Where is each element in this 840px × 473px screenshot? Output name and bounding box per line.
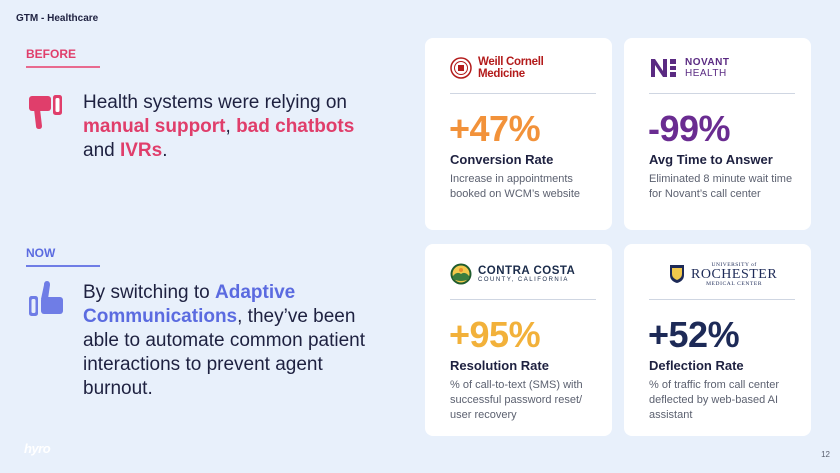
now-tag: NOW (26, 246, 100, 267)
thumbs-up-icon (29, 281, 63, 316)
stat-value: +47% (449, 108, 541, 149)
divider (649, 93, 795, 94)
now-text-post: , they’ve been able to automate common p… (83, 306, 366, 399)
metric-label: Resolution Rate (450, 358, 549, 373)
brand-logo: hyro (24, 441, 51, 456)
page-number: 12 (821, 450, 830, 459)
stat-value: +95% (449, 314, 541, 355)
novant-logo-line2: HEALTH (685, 68, 727, 79)
metric-description: % of traffic from call center deflected … (649, 379, 780, 421)
divider (450, 299, 596, 300)
stat-value: -99% (648, 108, 731, 149)
thumbs-down-icon (29, 95, 62, 129)
weill-cornell-logo: Weill Cornell Medicine (450, 52, 596, 84)
rochester-crest-icon (670, 265, 684, 283)
before-text-pre: Health systems were relying on (83, 92, 347, 113)
metric-description: Increase in appointments booked on WCM’s… (450, 173, 581, 200)
rochester-logo-line1: UNIVERSITY of (711, 261, 757, 268)
before-highlight-bad-chatbots: bad chatbots (236, 116, 355, 137)
contra-costa-logo-line2: COUNTY, CALIFORNIA (478, 277, 569, 283)
before-text-post: . (162, 140, 168, 161)
divider (649, 299, 795, 300)
stat-card-weill-cornell: Weill Cornell Medicine +47% Conversion R… (425, 38, 612, 230)
weill-cornell-logo-line1: Weill Cornell (478, 56, 544, 68)
before-text: Health systems were relying on manual su… (83, 91, 383, 163)
rochester-logo-line3: MEDICAL CENTER (706, 280, 763, 287)
metric-description: % of call-to-text (SMS) with successful … (450, 379, 583, 421)
before-highlight-manual-support: manual support (83, 116, 226, 137)
metric-label: Avg Time to Answer (649, 152, 773, 167)
before-text-sep2: and (83, 140, 120, 161)
metric-label: Conversion Rate (450, 152, 554, 167)
contra-costa-logo: CONTRA COSTA COUNTY, CALIFORNIA (450, 258, 596, 290)
metric-label: Deflection Rate (649, 358, 744, 373)
rochester-logo: UNIVERSITY of ROCHESTER MEDICAL CENTER (649, 258, 795, 290)
before-text-sep1: , (225, 116, 237, 137)
contra-costa-seal-icon (450, 263, 472, 285)
divider (450, 93, 596, 94)
weill-cornell-seal-icon (450, 57, 472, 79)
novant-logo: NOVANT HEALTH (649, 52, 795, 84)
metric-description: Eliminated 8 minute wait time for Novant… (649, 173, 793, 200)
stat-value: +52% (648, 314, 740, 355)
stat-card-novant: NOVANT HEALTH -99% Avg Time to Answer El… (624, 38, 811, 230)
before-tag: BEFORE (26, 47, 100, 68)
page-title: GTM - Healthcare (16, 13, 99, 24)
now-text: By switching to Adaptive Communications,… (83, 281, 383, 401)
now-highlight-adaptive-communications: Adaptive Communications (83, 282, 296, 327)
novant-mark-icon (651, 59, 676, 77)
now-text-pre: By switching to (83, 282, 215, 303)
weill-cornell-logo-line2: Medicine (478, 68, 525, 80)
rochester-logo-line2: ROCHESTER (691, 266, 778, 282)
novant-logo-line1: NOVANT (685, 57, 730, 68)
stat-card-rochester: UNIVERSITY of ROCHESTER MEDICAL CENTER +… (624, 244, 811, 436)
stat-card-contra-costa: CONTRA COSTA COUNTY, CALIFORNIA +95% Res… (425, 244, 612, 436)
before-highlight-ivrs: IVRs (119, 140, 163, 161)
contra-costa-logo-line1: CONTRA COSTA (478, 265, 576, 277)
